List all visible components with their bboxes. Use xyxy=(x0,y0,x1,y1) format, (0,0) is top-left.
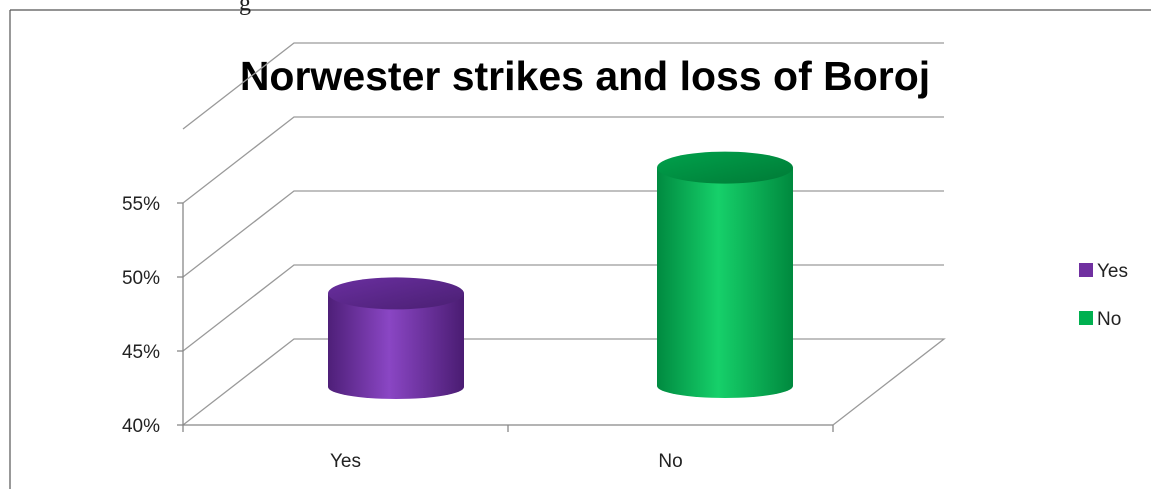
caption-fragment: g xyxy=(239,0,251,16)
y-tick-label: 50% xyxy=(122,268,160,289)
gridline xyxy=(182,42,944,130)
legend-label-yes: Yes xyxy=(1097,261,1128,282)
chart-title: Norwester strikes and loss of Boroj xyxy=(240,53,930,99)
x-tick-label: No xyxy=(658,451,682,472)
x-tick-labels: Yes No xyxy=(330,451,683,472)
bar-top-cap xyxy=(657,151,793,184)
gridlines xyxy=(182,42,946,426)
bar-no xyxy=(657,151,793,398)
y-tick-label: 45% xyxy=(122,342,160,363)
y-tick-label: 55% xyxy=(122,194,160,215)
bar-top-cap xyxy=(328,277,464,310)
legend-swatch-yes xyxy=(1079,263,1093,277)
legend-label-no: No xyxy=(1097,309,1121,330)
bars xyxy=(328,151,793,399)
x-tick-label: Yes xyxy=(330,451,361,472)
legend-swatch-no xyxy=(1079,311,1093,325)
y-tick-labels: 40% 45% 50% 55% xyxy=(122,194,160,437)
axes xyxy=(177,202,834,432)
bar-body xyxy=(328,293,464,399)
gridline xyxy=(182,116,944,204)
gridline xyxy=(182,264,944,352)
bar-body xyxy=(657,167,793,398)
bar-yes xyxy=(328,277,464,399)
legend: Yes No xyxy=(1079,261,1128,330)
floor-outline xyxy=(182,338,946,426)
gridline xyxy=(182,190,944,278)
y-tick-label: 40% xyxy=(122,416,160,437)
